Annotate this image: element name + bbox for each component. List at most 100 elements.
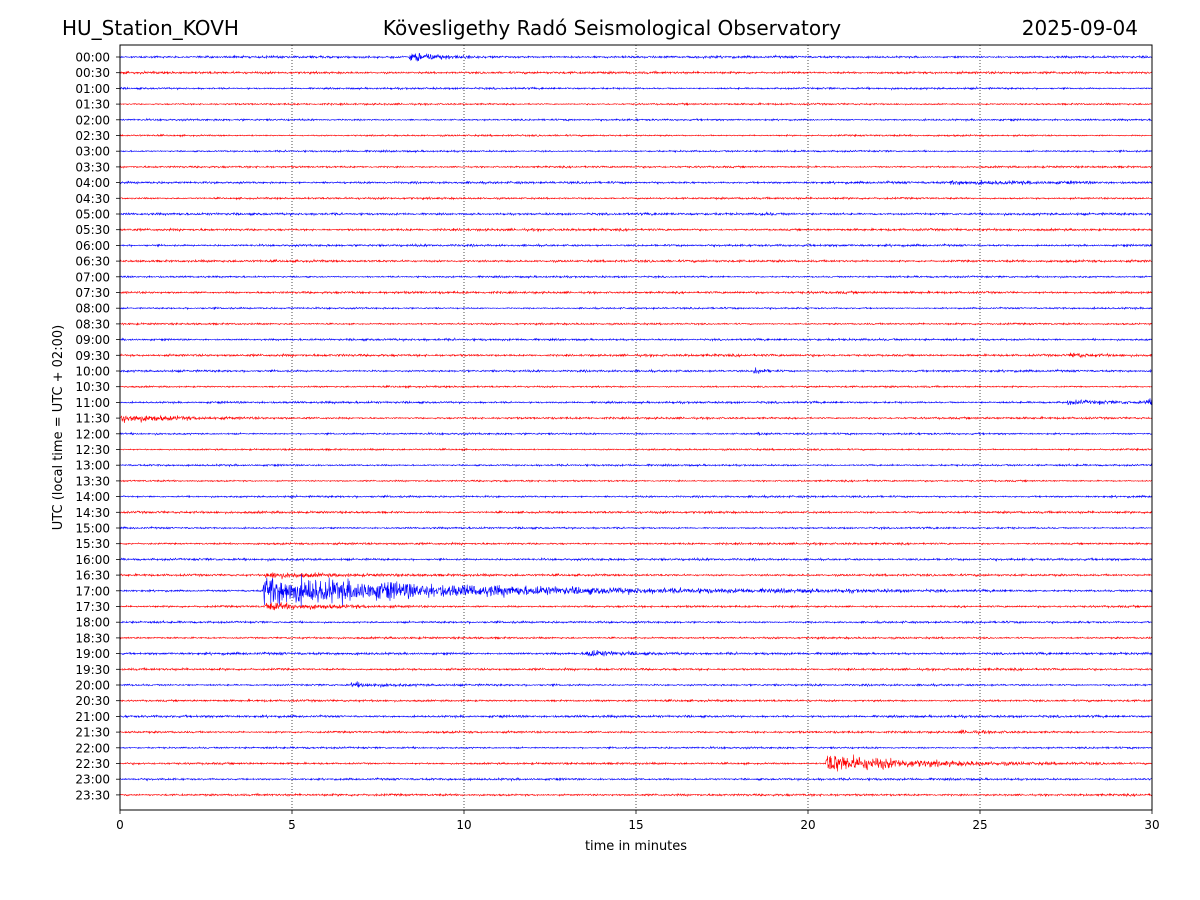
x-tick-label: 20 (800, 818, 815, 832)
trace-row-0700 (119, 274, 1153, 279)
trace-row-1530 (119, 541, 1153, 547)
trace-row-0500 (119, 211, 1153, 217)
trace-row-1400 (119, 494, 1153, 500)
x-tick-label: 30 (1144, 818, 1159, 832)
y-tick-label: 00:30 (75, 66, 110, 80)
trace-row-0200 (119, 117, 1153, 123)
y-tick-label: 02:30 (75, 129, 110, 143)
y-tick-label: 23:30 (75, 788, 110, 802)
trace-row-1500 (119, 525, 1153, 531)
y-tick-label: 21:30 (75, 726, 110, 740)
y-tick-label: 14:00 (75, 490, 110, 504)
trace-row-1130 (119, 414, 1153, 424)
y-tick-label: 10:00 (75, 365, 110, 379)
y-tick-label: 01:30 (75, 98, 110, 112)
y-tick-label: 20:30 (75, 694, 110, 708)
y-tick-label: 07:30 (75, 286, 110, 300)
trace-row-1230 (119, 447, 1153, 452)
y-tick-label: 04:30 (75, 192, 110, 206)
trace-row-1930 (119, 666, 1153, 672)
y-tick-label: 01:00 (75, 82, 110, 96)
trace-row-2100 (119, 713, 1153, 719)
x-tick-label: 5 (288, 818, 296, 832)
y-tick-label: 22:30 (75, 757, 110, 771)
trace-row-0130 (119, 102, 1153, 107)
y-tick-label: 11:00 (75, 396, 110, 410)
trace-row-0530 (119, 227, 1153, 233)
y-tick-label: 23:00 (75, 773, 110, 787)
y-tick-label: 07:00 (75, 270, 110, 284)
trace-row-1430 (119, 509, 1153, 515)
y-tick-label: 03:00 (75, 145, 110, 159)
y-tick-label: 16:00 (75, 553, 110, 567)
chart-date: 2025-09-04 (1021, 16, 1138, 40)
trace-row-2230 (119, 754, 1153, 772)
y-tick-label: 09:00 (75, 333, 110, 347)
y-tick-label: 06:30 (75, 255, 110, 269)
trace-row-1030 (119, 384, 1153, 390)
trace-row-1900 (119, 650, 1153, 657)
trace-row-2130 (119, 729, 1153, 736)
x-tick-label: 10 (456, 818, 471, 832)
y-tick-label: 09:30 (75, 349, 110, 363)
trace-row-0600 (119, 242, 1153, 248)
trace-row-1830 (119, 635, 1153, 641)
y-tick-label: 20:00 (75, 679, 110, 693)
trace-row-0030 (119, 70, 1153, 76)
y-tick-label: 16:30 (75, 569, 110, 583)
y-tick-label: 08:30 (75, 317, 110, 331)
y-tick-label: 00:00 (75, 51, 110, 65)
trace-row-0000 (119, 53, 1153, 62)
y-tick-label: 18:00 (75, 616, 110, 630)
x-axis-label: time in minutes (585, 839, 687, 854)
trace-row-0300 (119, 149, 1153, 154)
trace-row-0400 (119, 179, 1153, 186)
trace-row-1800 (119, 619, 1153, 625)
trace-row-1300 (119, 463, 1153, 468)
y-tick-label: 14:30 (75, 506, 110, 520)
y-axis-label: UTC (local time = UTC + 02:00) (51, 325, 66, 530)
y-tick-label: 10:30 (75, 380, 110, 394)
trace-row-0100 (119, 85, 1153, 91)
x-tick-label: 0 (116, 818, 124, 832)
y-tick-label: 08:00 (75, 302, 110, 316)
trace-row-0230 (119, 133, 1153, 138)
trace-row-1330 (119, 478, 1153, 483)
trace-row-1100 (119, 398, 1153, 406)
x-tick-label: 25 (972, 818, 987, 832)
trace-row-0800 (119, 305, 1153, 311)
trace-row-1600 (119, 556, 1153, 563)
trace-row-0900 (119, 337, 1153, 343)
y-tick-label: 15:00 (75, 522, 110, 536)
y-tick-label: 19:00 (75, 647, 110, 661)
chart-title: Kövesligethy Radó Seismological Observat… (382, 16, 842, 40)
y-tick-label: 15:30 (75, 537, 110, 551)
trace-row-0830 (119, 321, 1153, 326)
y-tick-label: 13:30 (75, 474, 110, 488)
trace-row-2200 (119, 745, 1153, 750)
y-tick-label: 19:30 (75, 663, 110, 677)
y-tick-label: 17:30 (75, 600, 110, 614)
trace-row-2330 (119, 792, 1153, 798)
trace-row-0330 (119, 164, 1153, 170)
y-tick-label: 06:00 (75, 239, 110, 253)
trace-row-1200 (119, 431, 1153, 437)
trace-row-1000 (119, 367, 1153, 374)
trace-row-2300 (119, 776, 1153, 782)
x-tick-label: 15 (628, 818, 643, 832)
y-tick-label: 13:00 (75, 459, 110, 473)
y-tick-label: 21:00 (75, 710, 110, 724)
y-tick-label: 02:00 (75, 113, 110, 127)
trace-row-2030 (119, 698, 1153, 704)
y-tick-label: 12:00 (75, 427, 110, 441)
y-tick-label: 04:00 (75, 176, 110, 190)
y-tick-label: 03:30 (75, 160, 110, 174)
trace-row-0630 (119, 258, 1153, 264)
y-tick-label: 11:30 (75, 412, 110, 426)
trace-row-1730 (119, 602, 1153, 611)
trace-row-1630 (119, 571, 1153, 580)
trace-row-0430 (119, 196, 1153, 201)
trace-row-0730 (119, 289, 1153, 295)
y-tick-label: 17:00 (75, 584, 110, 598)
